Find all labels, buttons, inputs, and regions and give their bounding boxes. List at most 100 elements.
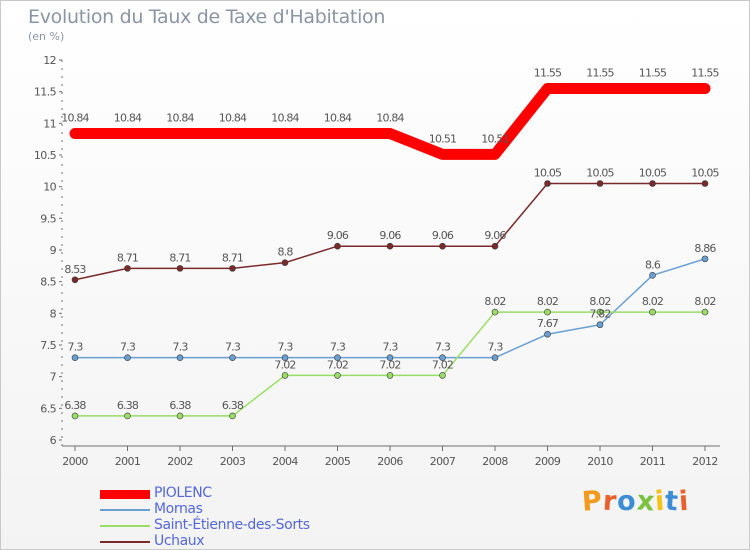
data-label-mornas: 8.86 xyxy=(694,242,716,255)
data-label-piolenc: 10.84 xyxy=(61,111,89,124)
logo-letter: i xyxy=(678,485,691,518)
y-tick-label: 7 xyxy=(50,371,57,384)
data-point-mornas xyxy=(439,354,446,361)
data-point-saint-tienne-des-sorts xyxy=(596,308,604,316)
data-label-uchaux: 9.06 xyxy=(432,229,454,242)
data-point-uchaux xyxy=(71,276,79,284)
data-label-uchaux: 8.71 xyxy=(222,251,243,264)
data-point-mornas xyxy=(701,255,709,263)
data-label-uchaux: 10.05 xyxy=(639,167,667,180)
x-tick-label: 2012 xyxy=(692,455,718,468)
data-label-mornas: 7.3 xyxy=(67,341,83,354)
data-label-piolenc: 10.84 xyxy=(271,111,299,124)
x-tick-label: 2009 xyxy=(535,455,561,468)
proxiti-logo: Proxiti xyxy=(581,485,691,518)
data-label-mornas: 7.3 xyxy=(172,341,188,354)
data-label-mornas: 7.3 xyxy=(277,341,293,354)
data-label-saint-tienne-des-sorts: 8.02 xyxy=(484,295,505,308)
legend-label: PIOLENC xyxy=(154,485,212,501)
data-label-mornas: 7.82 xyxy=(589,308,610,321)
data-label-uchaux: 8.71 xyxy=(117,251,138,264)
x-tick-label: 2001 xyxy=(115,455,141,468)
legend-label: Uchaux xyxy=(154,533,205,549)
data-point-uchaux xyxy=(124,265,131,272)
data-point-saint-tienne-des-sorts xyxy=(491,308,499,316)
data-point-saint-tienne-des-sorts xyxy=(71,412,79,420)
data-label-mornas: 7.3 xyxy=(382,341,398,354)
data-point-uchaux xyxy=(649,180,656,187)
data-point-mornas xyxy=(281,354,289,361)
chart-subtitle: (en %) xyxy=(28,30,65,43)
x-tick-label: 2006 xyxy=(377,455,403,468)
y-tick-label: 12 xyxy=(43,54,56,67)
data-label-uchaux: 10.05 xyxy=(691,167,719,180)
legend-swatch xyxy=(100,489,150,499)
data-point-uchaux xyxy=(281,259,289,266)
data-point-mornas xyxy=(229,354,236,361)
data-label-piolenc: 10.84 xyxy=(324,111,352,124)
x-tick-label: 2011 xyxy=(640,455,666,468)
data-label-saint-tienne-des-sorts: 8.02 xyxy=(642,295,663,308)
logo-letter: x xyxy=(635,485,657,518)
data-point-saint-tienne-des-sorts xyxy=(176,412,184,420)
data-point-mornas xyxy=(649,272,656,279)
legend-swatch xyxy=(100,525,150,527)
data-point-saint-tienne-des-sorts xyxy=(544,308,551,316)
data-label-uchaux: 9.06 xyxy=(484,229,506,242)
y-tick-label: 6 xyxy=(50,434,57,447)
data-label-mornas: 7.3 xyxy=(330,341,346,354)
x-tick-label: 2003 xyxy=(220,455,246,468)
data-label-saint-tienne-des-sorts: 6.38 xyxy=(169,399,191,412)
data-label-piolenc: 10.84 xyxy=(114,111,142,124)
data-label-uchaux: 10.05 xyxy=(586,167,614,180)
x-tick-label: 2004 xyxy=(272,455,298,468)
data-label-mornas: 7.3 xyxy=(435,341,451,354)
data-point-mornas xyxy=(386,354,394,361)
x-tick-label: 2010 xyxy=(587,455,613,468)
series-line-piolenc xyxy=(69,83,711,160)
y-tick-label: 10 xyxy=(43,181,56,194)
data-point-uchaux xyxy=(176,265,184,272)
y-tick-label: 8.5 xyxy=(40,276,56,289)
data-label-piolenc: 10.51 xyxy=(429,132,457,145)
data-point-mornas xyxy=(544,330,551,338)
data-point-uchaux xyxy=(596,180,604,187)
legend-swatch xyxy=(100,541,150,543)
data-label-uchaux: 9.06 xyxy=(379,229,401,242)
data-point-saint-tienne-des-sorts xyxy=(649,308,656,316)
data-label-piolenc: 10.51 xyxy=(481,132,509,145)
data-point-uchaux xyxy=(229,265,236,272)
data-label-saint-tienne-des-sorts: 7.02 xyxy=(432,358,453,371)
data-point-mornas xyxy=(176,354,184,361)
data-label-piolenc: 11.55 xyxy=(534,67,562,80)
data-point-uchaux xyxy=(386,242,394,250)
data-point-uchaux xyxy=(701,180,709,187)
data-label-uchaux: 8.53 xyxy=(64,263,86,276)
data-label-uchaux: 9.06 xyxy=(327,229,349,242)
y-tick-label: 7.5 xyxy=(40,339,56,352)
legend-swatch xyxy=(100,509,150,511)
data-point-saint-tienne-des-sorts xyxy=(229,412,236,420)
data-label-saint-tienne-des-sorts: 8.02 xyxy=(589,295,610,308)
data-label-piolenc: 11.55 xyxy=(586,67,614,80)
data-label-saint-tienne-des-sorts: 6.38 xyxy=(222,399,244,412)
legend-label: Saint-Étienne-des-Sorts xyxy=(154,517,310,533)
data-point-saint-tienne-des-sorts xyxy=(124,412,131,420)
data-point-saint-tienne-des-sorts xyxy=(701,308,709,316)
y-tick-label: 10.5 xyxy=(34,149,57,162)
y-tick-label: 11.5 xyxy=(34,86,57,99)
data-label-saint-tienne-des-sorts: 7.02 xyxy=(327,358,348,371)
data-point-saint-tienne-des-sorts xyxy=(439,372,446,379)
data-point-mornas xyxy=(491,354,499,361)
data-label-saint-tienne-des-sorts: 8.02 xyxy=(537,295,558,308)
data-label-mornas: 8.6 xyxy=(645,258,661,271)
y-tick-label: 9 xyxy=(50,244,57,257)
data-point-uchaux xyxy=(439,242,446,250)
data-label-saint-tienne-des-sorts: 7.02 xyxy=(379,358,400,371)
data-label-saint-tienne-des-sorts: 6.38 xyxy=(117,399,139,412)
data-label-mornas: 7.3 xyxy=(487,341,503,354)
data-label-saint-tienne-des-sorts: 8.02 xyxy=(694,295,715,308)
data-point-uchaux xyxy=(544,180,551,187)
x-tick-label: 2000 xyxy=(62,455,88,468)
